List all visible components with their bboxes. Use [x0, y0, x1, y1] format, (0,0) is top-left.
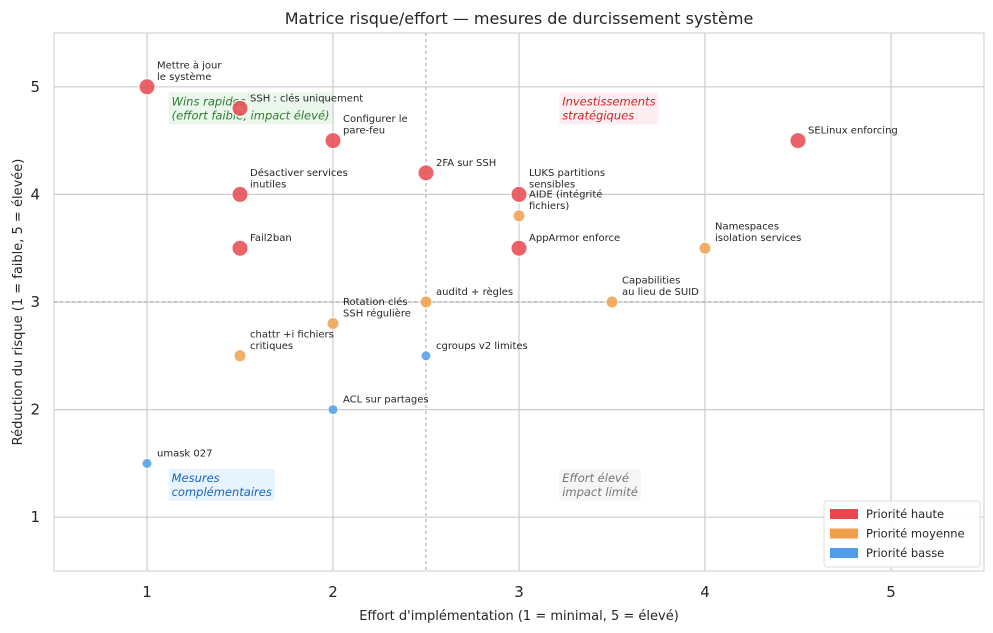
- data-point: chattr +i fichiers critiques: [233, 329, 334, 363]
- data-point-marker: [327, 404, 339, 416]
- y-tick-label: 2: [30, 401, 40, 419]
- data-point-label: Capabilities au lieu de SUID: [622, 276, 699, 299]
- data-point-marker: [417, 164, 435, 182]
- y-tick-label: 5: [30, 78, 40, 96]
- data-point-marker: [138, 78, 156, 96]
- data-point-marker: [419, 295, 433, 309]
- data-point: Fail2ban: [231, 233, 292, 257]
- data-point: LUKS partitions sensibles: [510, 168, 605, 203]
- y-tick-label: 1: [30, 508, 40, 526]
- data-point-label: Rotation clés SSH régulière: [343, 296, 411, 320]
- x-tick-label: 2: [328, 583, 338, 601]
- quadrant-annotation: Effort élevé impact limité: [559, 468, 641, 501]
- quadrant-annotation-background: [559, 468, 641, 501]
- data-point: Rotation clés SSH régulière: [326, 296, 411, 331]
- legend-label: Priorité haute: [866, 507, 944, 521]
- data-point: cgroups v2 limites: [420, 341, 528, 362]
- legend-label: Priorité basse: [866, 546, 944, 560]
- data-point: Namespaces isolation services: [698, 222, 801, 255]
- data-point: Mettre à jour le système: [138, 59, 222, 96]
- data-point-label: Désactiver services inutiles: [250, 167, 348, 191]
- quadrant-annotation-text: Effort élevé impact limité: [562, 471, 638, 499]
- data-point-marker: [326, 317, 340, 331]
- data-point: 2FA sur SSH: [417, 158, 496, 182]
- legend-label: Priorité moyenne: [866, 527, 965, 541]
- chart-title: Matrice risque/effort — mesures de durci…: [285, 9, 754, 28]
- data-point: Désactiver services inutiles: [231, 167, 348, 203]
- data-point-label: AppArmor enforce: [529, 233, 620, 244]
- y-tick-label: 4: [30, 185, 40, 203]
- data-point-label: auditd + règles: [436, 286, 513, 298]
- legend-entry: Priorité basse: [830, 546, 944, 560]
- quadrant-annotation-background: [168, 468, 275, 501]
- data-point-label: SSH : clés uniquement: [250, 92, 363, 104]
- data-point-marker: [324, 132, 342, 150]
- data-point-label: cgroups v2 limites: [436, 341, 528, 352]
- data-point-marker: [141, 457, 153, 469]
- data-point-marker: [231, 239, 249, 257]
- legend-swatch: [830, 509, 858, 519]
- legend-box: [823, 500, 981, 568]
- data-point-label: Fail2ban: [250, 233, 292, 244]
- data-point-marker: [698, 241, 712, 255]
- data-point-marker: [512, 209, 526, 223]
- data-point-label: 2FA sur SSH: [436, 158, 496, 169]
- data-point: auditd + règles: [419, 286, 513, 309]
- data-point-marker: [510, 239, 528, 257]
- data-point-label: LUKS partitions sensibles: [529, 168, 605, 191]
- x-tick-label: 3: [514, 583, 524, 601]
- legend-entry: Priorité haute: [830, 507, 944, 521]
- quadrant-annotation-text: Investissements stratégiques: [562, 94, 655, 122]
- data-point-marker: [510, 185, 528, 203]
- data-point-label: umask 027: [157, 448, 212, 459]
- data-point-marker: [605, 295, 619, 309]
- legend-swatch: [830, 548, 858, 558]
- data-point-marker: [231, 99, 249, 117]
- data-point-label: Mettre à jour le système: [157, 59, 222, 83]
- quadrant-annotation: Wins rapides (effort faible, impact élevé…: [168, 92, 333, 125]
- data-point: umask 027: [141, 448, 212, 469]
- quadrant-annotation-text: Mesures complémentaires: [172, 471, 272, 499]
- data-point-marker: [231, 185, 249, 203]
- legend: Priorité haute Priorité moyenne Priorité b…: [823, 500, 981, 568]
- quadrant-annotation: Investissements stratégiques: [559, 92, 659, 125]
- quadrant-annotation-text: Wins rapides (effort faible, impact élevé…: [172, 94, 330, 122]
- data-point: SSH : clés uniquement: [231, 92, 363, 117]
- quadrant-annotation-background: [559, 92, 659, 125]
- data-point-label: AIDE (intégrité fichiers): [529, 188, 602, 212]
- quadrant-labels: Wins rapides (effort faible, impact élevé…: [168, 92, 659, 501]
- data-point: Capabilities au lieu de SUID: [605, 276, 699, 309]
- data-point: SELinux enforcing: [789, 126, 898, 150]
- data-point-label: Namespaces isolation services: [715, 222, 801, 245]
- threshold-lines: [54, 33, 984, 571]
- data-point: ACL sur partages: [327, 395, 429, 416]
- x-tick-label: 1: [142, 583, 152, 601]
- legend-swatch: [830, 528, 858, 539]
- data-point-marker: [789, 132, 807, 150]
- data-point-label: ACL sur partages: [343, 395, 429, 406]
- x-tick-label: 4: [700, 583, 710, 601]
- y-axis-label: Réduction du risque (1 = faible, 5 = éle…: [11, 159, 26, 446]
- x-tick-label: 5: [886, 583, 896, 601]
- data-point: Configurer le pare-feu: [324, 114, 408, 150]
- data-point-label: SELinux enforcing: [808, 126, 898, 137]
- data-point-marker: [233, 349, 247, 363]
- data-point-label: chattr +i fichiers critiques: [250, 329, 334, 352]
- data-point: AIDE (intégrité fichiers): [512, 188, 602, 223]
- data-point: AppArmor enforce: [510, 233, 620, 257]
- quadrant-annotation-background: [168, 92, 333, 125]
- data-point-label: Configurer le pare-feu: [343, 114, 408, 137]
- data-point-marker: [420, 350, 432, 362]
- quadrant-annotation: Mesures complémentaires: [168, 468, 275, 501]
- x-axis-label: Effort d'implémentation (1 = minimal, 5 …: [359, 609, 679, 624]
- data-points: Mettre à jour le système SSH : clés unique…: [138, 59, 898, 469]
- legend-entry: Priorité moyenne: [830, 527, 965, 541]
- axis-ticks: 1 2 3 4 5 1 2 3 4 5: [30, 78, 895, 601]
- y-tick-label: 3: [30, 293, 40, 311]
